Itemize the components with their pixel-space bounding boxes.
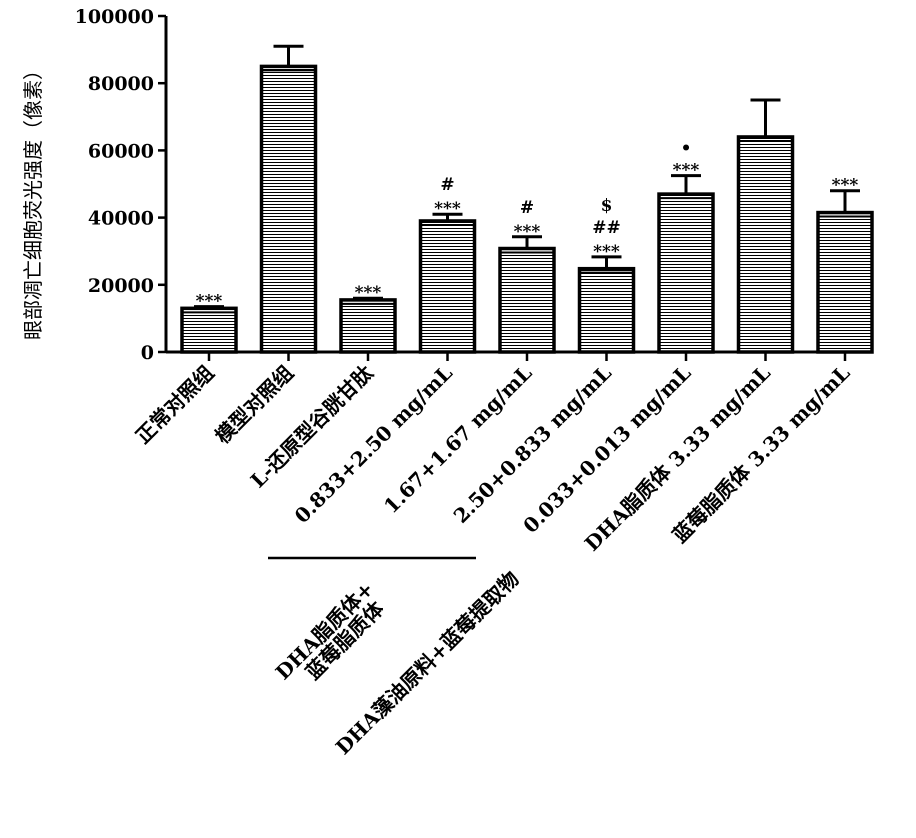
y-tick-label: 40000 <box>88 208 154 230</box>
bar <box>500 249 554 352</box>
y-axis-label: 眼部凋亡细胞荧光强度（像素） <box>21 60 45 340</box>
significance-mark: # <box>520 198 534 218</box>
category-label: 2.50+0.833 mg/mL <box>449 361 616 528</box>
significance-mark: *** <box>514 222 541 242</box>
bar <box>262 66 316 352</box>
significance-mark: *** <box>196 292 223 312</box>
significance-mark: *** <box>434 199 461 219</box>
y-tick-label: 80000 <box>88 73 154 95</box>
significance-mark: $ <box>601 196 613 216</box>
category-label: 0.833+2.50 mg/mL <box>290 361 457 528</box>
significance-mark: • <box>681 139 692 159</box>
significance-mark: *** <box>593 242 620 262</box>
significance-mark: ## <box>592 218 621 238</box>
bar <box>341 300 395 352</box>
bar <box>182 308 236 352</box>
category-label: 正常对照组 <box>131 361 219 449</box>
bar <box>739 137 793 352</box>
y-tick-label: 100000 <box>75 6 154 28</box>
bar <box>580 269 634 352</box>
category-label: 1.67+1.67 mg/mL <box>379 361 537 519</box>
y-tick-label: 20000 <box>88 275 154 297</box>
group-annotation: DHA脂质体+ 蓝莓脂质体 DHA藻油原料+蓝莓提取物 <box>268 558 524 759</box>
significance-mark: *** <box>832 176 859 196</box>
y-tick-label: 60000 <box>88 140 154 162</box>
bar <box>659 194 713 352</box>
significance-mark: *** <box>673 161 700 181</box>
bar <box>818 213 872 352</box>
y-tick-label: 0 <box>141 342 154 364</box>
category-labels: 正常对照组模型对照组L-还原型谷胱甘肽0.833+2.50 mg/mL1.67+… <box>131 360 855 556</box>
significance-mark: # <box>440 175 454 195</box>
bar <box>421 221 475 352</box>
significance-mark: *** <box>355 283 382 303</box>
